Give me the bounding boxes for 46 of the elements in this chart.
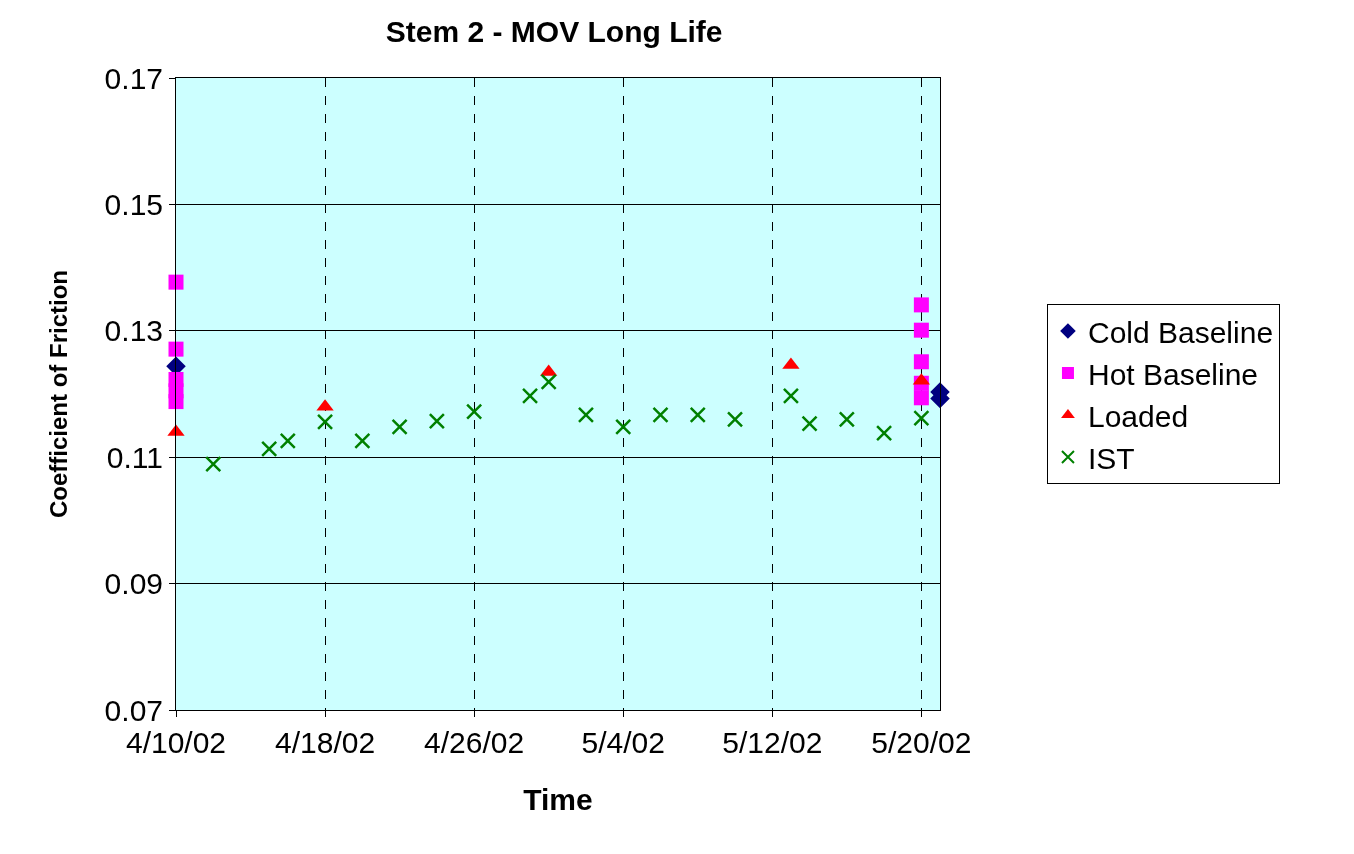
x-tick-label: 4/10/02 xyxy=(125,726,227,759)
x-axis-title: Time xyxy=(523,782,593,816)
point xyxy=(913,354,929,370)
y-tick-label: 0.13 xyxy=(104,314,163,348)
point xyxy=(726,411,744,428)
legend-label: Cold Baseline xyxy=(1087,315,1274,349)
x-tick-label: 5/20/02 xyxy=(871,726,972,759)
point xyxy=(652,406,669,424)
point xyxy=(316,413,334,431)
point xyxy=(260,440,278,458)
y-tick-label: 0.07 xyxy=(104,693,163,727)
point xyxy=(391,418,408,436)
point xyxy=(465,403,483,420)
point xyxy=(428,412,446,430)
point xyxy=(168,274,184,290)
x-tick-label: 5/4/02 xyxy=(581,726,665,759)
point xyxy=(614,418,632,436)
y-axis-title: Coefficient of Friction xyxy=(44,270,72,518)
point xyxy=(168,394,184,410)
point xyxy=(913,409,930,427)
point xyxy=(577,406,595,424)
point xyxy=(913,322,929,338)
point xyxy=(689,406,707,424)
y-tick-label: 0.15 xyxy=(104,187,163,221)
chart-title: Stem 2 - MOV Long Life xyxy=(385,15,723,49)
legend-label: Hot Baseline xyxy=(1087,357,1259,391)
x-tick-label: 5/12/02 xyxy=(722,726,823,759)
point xyxy=(913,390,929,406)
point xyxy=(168,341,184,357)
point xyxy=(913,297,929,313)
point xyxy=(801,415,818,432)
point xyxy=(521,387,539,405)
point xyxy=(782,387,800,405)
point xyxy=(205,455,222,473)
y-tick-label: 0.17 xyxy=(104,61,163,95)
legend-label: Loaded xyxy=(1087,399,1189,433)
y-tick-label: 0.09 xyxy=(104,567,163,601)
y-tick-label: 0.11 xyxy=(106,440,163,474)
point xyxy=(279,432,297,450)
x-tick-label: 4/18/02 xyxy=(275,726,376,759)
point xyxy=(875,424,893,442)
legend-label: IST xyxy=(1087,441,1135,475)
point xyxy=(540,373,557,391)
x-tick-label: 4/26/02 xyxy=(424,726,525,759)
point xyxy=(354,432,371,450)
point xyxy=(838,411,856,428)
